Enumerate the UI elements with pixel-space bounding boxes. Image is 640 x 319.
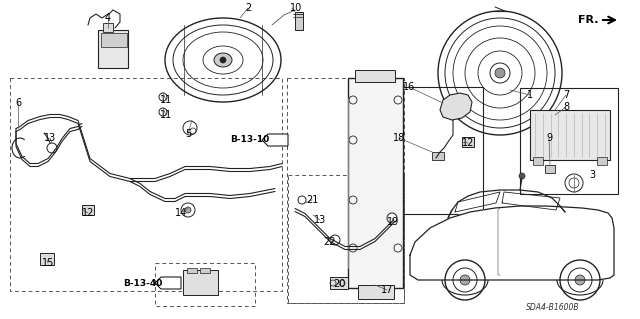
Text: 19: 19 <box>387 217 399 227</box>
Bar <box>597 157 607 165</box>
Circle shape <box>560 260 600 300</box>
Bar <box>530 110 610 160</box>
Bar <box>200 268 210 273</box>
Text: 20: 20 <box>333 279 345 289</box>
Circle shape <box>519 173 525 179</box>
Text: 5: 5 <box>185 129 191 139</box>
Circle shape <box>445 260 485 300</box>
Text: 10: 10 <box>290 3 302 13</box>
Bar <box>520 88 618 194</box>
Bar <box>82 205 94 215</box>
Polygon shape <box>440 93 472 120</box>
Text: B-13-10: B-13-10 <box>230 136 269 145</box>
Polygon shape <box>262 134 288 146</box>
Text: 4: 4 <box>105 13 111 23</box>
Text: 18: 18 <box>393 133 405 143</box>
Bar <box>40 253 54 265</box>
Bar <box>287 78 404 303</box>
Text: 21: 21 <box>306 195 318 205</box>
Text: B-13-40: B-13-40 <box>124 278 163 287</box>
Text: 7: 7 <box>563 90 569 100</box>
Circle shape <box>495 68 505 78</box>
Text: 11: 11 <box>160 110 172 120</box>
Text: 13: 13 <box>44 133 56 143</box>
Text: 22: 22 <box>324 237 336 247</box>
Text: 2: 2 <box>245 3 251 13</box>
Bar <box>403 87 483 214</box>
Ellipse shape <box>214 53 232 67</box>
Bar <box>533 157 543 165</box>
Text: 3: 3 <box>589 170 595 180</box>
Text: SDA4-B1600B: SDA4-B1600B <box>526 303 580 313</box>
Text: 13: 13 <box>314 215 326 225</box>
Bar <box>348 78 403 288</box>
Circle shape <box>185 207 191 213</box>
Text: 14: 14 <box>175 208 187 218</box>
Text: 1: 1 <box>527 90 533 100</box>
Text: 15: 15 <box>42 258 54 268</box>
Bar <box>462 137 474 147</box>
Bar <box>432 152 444 160</box>
Text: 16: 16 <box>403 82 415 92</box>
Bar <box>295 12 303 30</box>
Polygon shape <box>410 206 614 280</box>
Bar <box>545 165 555 173</box>
Bar <box>98 30 128 68</box>
Text: 12: 12 <box>462 138 474 148</box>
Text: 12: 12 <box>82 208 94 218</box>
Bar <box>355 70 395 82</box>
Text: FR.: FR. <box>578 15 598 25</box>
Bar <box>358 285 394 299</box>
Circle shape <box>220 57 226 63</box>
Bar <box>330 277 348 289</box>
Circle shape <box>460 275 470 285</box>
Text: 8: 8 <box>563 102 569 112</box>
Bar <box>155 263 255 306</box>
Bar <box>10 78 282 291</box>
Bar <box>288 175 404 303</box>
Polygon shape <box>155 277 181 289</box>
Bar <box>103 23 113 32</box>
Text: 11: 11 <box>160 95 172 105</box>
Text: 17: 17 <box>381 285 393 295</box>
Bar <box>101 33 127 47</box>
Bar <box>187 268 197 273</box>
Circle shape <box>575 275 585 285</box>
Text: 6: 6 <box>15 98 21 108</box>
Bar <box>183 270 218 295</box>
Text: 9: 9 <box>546 133 552 143</box>
